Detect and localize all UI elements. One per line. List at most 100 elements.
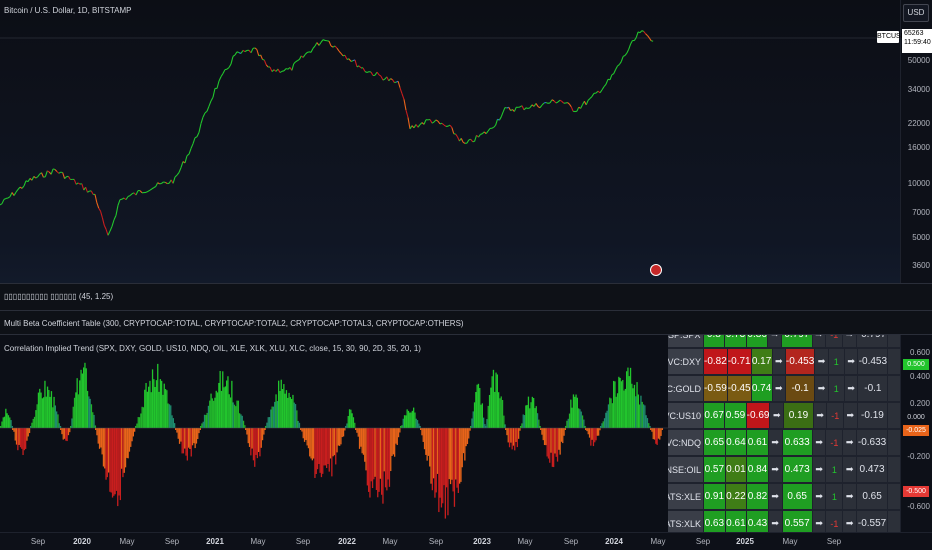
indicator-pane-2[interactable]: Multi Beta Coefficient Table (300, CRYPT… [0, 311, 932, 335]
histogram-bar [472, 411, 474, 428]
histogram-bar [506, 428, 508, 436]
price-segment [521, 105, 525, 111]
price-segment [127, 195, 131, 198]
histogram-bar [331, 428, 333, 477]
table-arrow-cell: ➡ [812, 430, 827, 455]
table-arrow-cell: ➡ [843, 335, 857, 347]
main-price-chart[interactable]: Bitcoin / U.S. Dollar, 1D, BITSTAMP [0, 0, 932, 283]
histogram-bar [46, 386, 49, 428]
histogram-bar [661, 428, 663, 430]
price-segment [310, 48, 314, 53]
price-segment [109, 226, 113, 232]
currency-button[interactable]: USD [903, 4, 929, 22]
price-segment [643, 31, 647, 35]
price-segment [279, 70, 283, 74]
histogram-bar [275, 394, 277, 428]
histogram-bar [267, 417, 269, 428]
price-axis-label: 7000 [912, 208, 930, 217]
price-segment [497, 118, 500, 121]
table-arrow-cell: ➡ [844, 349, 859, 374]
price-segment [172, 176, 176, 184]
histogram-bar [382, 428, 384, 504]
table-weight-cell: -0.1 [785, 376, 816, 401]
histogram-bar [31, 422, 33, 428]
price-segment [328, 40, 332, 47]
histogram-bar [62, 428, 64, 440]
time-axis[interactable]: Sep 2020 May Sep 2021 May Sep 2022 May Sep 2023 May… [0, 532, 932, 550]
price-segment [56, 171, 60, 174]
histogram-bar [67, 428, 70, 436]
histogram-bar [501, 400, 504, 428]
histogram-bar [481, 403, 483, 428]
price-segment [200, 116, 204, 124]
histogram-bar [255, 428, 257, 455]
histogram-bar [224, 386, 226, 428]
table-symbol-cell: BATS:XLK [668, 511, 704, 532]
price-segment [529, 104, 533, 109]
table-weight-cell: -0.453 [785, 349, 816, 374]
multi-beta-table: SP:SPX0.80.730.86➡0.797➡-1➡-0.797TVC:DXY… [668, 335, 900, 532]
histogram-bar [377, 428, 379, 498]
histogram-bar [565, 426, 567, 428]
histogram-bar [572, 394, 575, 428]
price-segment [58, 171, 62, 174]
price-segment [506, 106, 509, 109]
histogram-bar [319, 428, 321, 473]
histogram-bar [27, 428, 29, 437]
price-segment [135, 190, 139, 196]
histogram-bar [601, 423, 603, 428]
price-segment [535, 103, 539, 107]
table-arrow-cell: ➡ [812, 457, 827, 482]
table-sign-cell: -1 [826, 430, 844, 455]
correlation-histogram-svg [0, 362, 668, 519]
histogram-bar [541, 428, 543, 435]
oscillator-axis[interactable]: 0.600 0.400 0.200 -0.200 -0.600 0.500 0.… [900, 335, 932, 532]
price-segment [216, 80, 220, 89]
histogram-bar [18, 428, 20, 445]
indicator-pane-1[interactable]: ▯▯▯▯▯▯▯▯▯▯ ▯▯▯▯▯▯ (45, 1.25) [0, 283, 932, 311]
histogram-bar [159, 379, 161, 428]
price-segment [417, 124, 421, 128]
histogram-bar [84, 362, 86, 428]
price-segment [611, 73, 615, 76]
histogram-bar [373, 428, 375, 480]
histogram-bar [535, 406, 537, 428]
price-segment [478, 134, 481, 138]
price-segment [346, 58, 350, 60]
time-axis-tick: 2020 [73, 537, 91, 546]
price-segment [340, 52, 344, 57]
price-segment [648, 37, 652, 42]
price-segment [131, 192, 135, 195]
price-segment [145, 190, 149, 193]
price-segment [81, 183, 85, 191]
price-segment [585, 100, 589, 106]
histogram-bar [344, 428, 346, 431]
price-segment [295, 60, 298, 63]
histogram-bar [23, 428, 25, 451]
table-value-cell: 0.63 [704, 511, 726, 532]
histogram-bar [194, 428, 196, 449]
table-row: NSE:OIL 0.57 0.01 0.84 ➡ 0.473 ➡ 1 ➡ 0.473 [668, 456, 900, 483]
histogram-bar [443, 428, 445, 486]
us-flag-event-icon[interactable] [650, 264, 662, 276]
histogram-bar [236, 400, 238, 428]
price-segment [31, 176, 35, 181]
price-segment [306, 51, 310, 54]
table-value-cell: 0.8 [703, 335, 726, 347]
histogram-bar [45, 396, 47, 428]
table-pad-cell [888, 484, 900, 509]
histogram-bar [414, 412, 416, 428]
table-weight-cell: 0.633 [782, 430, 813, 455]
table-result-cell: -0.453 [858, 349, 889, 374]
histogram-bar [579, 409, 581, 428]
table-result-cell: -0.797 [856, 335, 889, 347]
price-segment [190, 143, 194, 149]
price-segment [27, 178, 31, 182]
histogram-bar [109, 428, 111, 492]
histogram-bar [296, 410, 298, 428]
histogram-bar [484, 424, 486, 428]
histogram-bar [222, 371, 224, 428]
histogram-bar [650, 428, 652, 430]
histogram-bar [498, 392, 500, 428]
histogram-bar [211, 398, 213, 428]
